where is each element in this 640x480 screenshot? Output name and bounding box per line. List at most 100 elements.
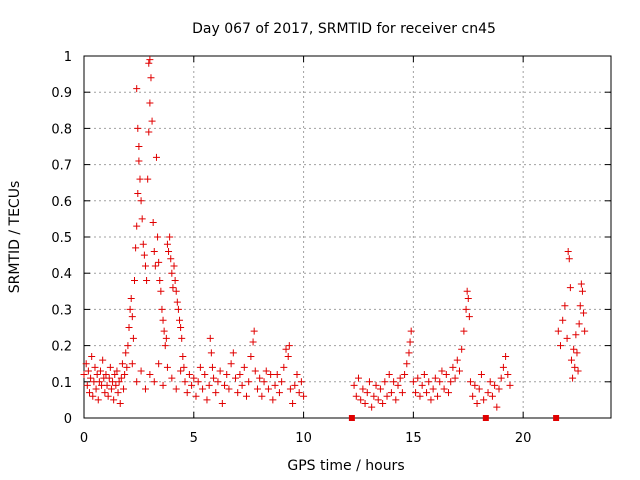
data-point <box>580 309 588 317</box>
data-point <box>497 374 505 382</box>
data-point <box>438 367 446 375</box>
data-point <box>251 367 259 375</box>
data-point <box>199 385 207 393</box>
data-point <box>409 378 417 386</box>
data-point <box>365 378 373 386</box>
data-point <box>445 389 453 397</box>
data-point <box>578 287 586 295</box>
data-point <box>396 374 404 382</box>
data-point <box>354 374 362 382</box>
data-point <box>414 374 422 382</box>
data-point <box>258 392 266 400</box>
data-point <box>110 396 118 404</box>
data-point <box>170 262 178 270</box>
data-point <box>179 352 187 360</box>
data-point <box>499 363 507 371</box>
data-point <box>126 305 134 313</box>
data-point <box>162 334 170 342</box>
data-point <box>406 338 414 346</box>
y-tick-label: 0.5 <box>51 231 72 246</box>
data-point <box>264 385 272 393</box>
data-point <box>295 389 303 397</box>
plot-frame <box>83 55 612 419</box>
data-point <box>223 371 231 379</box>
data-point <box>128 313 136 321</box>
data-point <box>453 356 461 364</box>
data-point <box>111 371 119 379</box>
data-point <box>271 381 279 389</box>
data-point <box>221 381 229 389</box>
data-point <box>163 240 171 248</box>
data-point <box>407 327 415 335</box>
data-point <box>565 255 573 263</box>
data-point <box>159 316 167 324</box>
data-point <box>502 352 510 360</box>
data-point <box>567 356 575 364</box>
data-point <box>564 247 572 255</box>
data-point <box>466 378 474 386</box>
data-point <box>569 374 577 382</box>
data-point <box>122 349 130 357</box>
data-point <box>194 378 202 386</box>
y-tick-label: 1 <box>64 50 72 65</box>
data-point <box>229 349 237 357</box>
y-tick-label: 0.4 <box>51 267 72 282</box>
data-point <box>84 367 92 375</box>
data-point <box>469 392 477 400</box>
data-point <box>431 374 439 382</box>
data-point <box>116 400 124 408</box>
data-point <box>185 371 193 379</box>
data-point <box>581 327 589 335</box>
data-point <box>134 124 142 132</box>
data-point <box>146 99 154 107</box>
data-point <box>107 385 115 393</box>
data-point <box>132 244 140 252</box>
data-point <box>504 371 512 379</box>
data-points <box>80 56 589 421</box>
data-point <box>495 385 503 393</box>
data-point <box>96 367 104 375</box>
data-point <box>109 378 117 386</box>
data-point <box>141 262 149 270</box>
data-point <box>348 415 355 421</box>
data-point <box>214 378 222 386</box>
data-point <box>210 374 218 382</box>
data-point <box>149 219 157 227</box>
data-point <box>429 385 437 393</box>
data-point <box>471 381 479 389</box>
data-point <box>138 215 146 223</box>
data-point <box>212 389 220 397</box>
data-point <box>165 247 173 255</box>
data-point <box>250 327 258 335</box>
data-point <box>387 389 395 397</box>
data-point <box>216 367 224 375</box>
data-point <box>420 371 428 379</box>
data-point <box>159 381 167 389</box>
data-point <box>280 363 288 371</box>
data-point <box>133 378 141 386</box>
y-tick-label: 0.6 <box>51 195 72 210</box>
data-point <box>99 356 107 364</box>
data-point <box>236 371 244 379</box>
data-point <box>570 345 578 353</box>
data-point <box>462 305 470 313</box>
data-point <box>169 284 177 292</box>
data-point <box>154 233 162 241</box>
data-point <box>171 276 179 284</box>
data-point <box>128 360 136 368</box>
data-point <box>473 400 481 408</box>
data-point <box>291 381 299 389</box>
data-point <box>385 371 393 379</box>
data-point <box>120 385 128 393</box>
y-tick-label: 0.9 <box>51 86 72 101</box>
data-point <box>177 367 185 375</box>
data-point <box>559 316 567 324</box>
data-point <box>256 374 264 382</box>
data-point <box>381 378 389 386</box>
data-point <box>92 385 100 393</box>
data-point <box>137 367 145 375</box>
data-point <box>117 374 125 382</box>
data-point <box>180 363 188 371</box>
data-point <box>225 385 233 393</box>
